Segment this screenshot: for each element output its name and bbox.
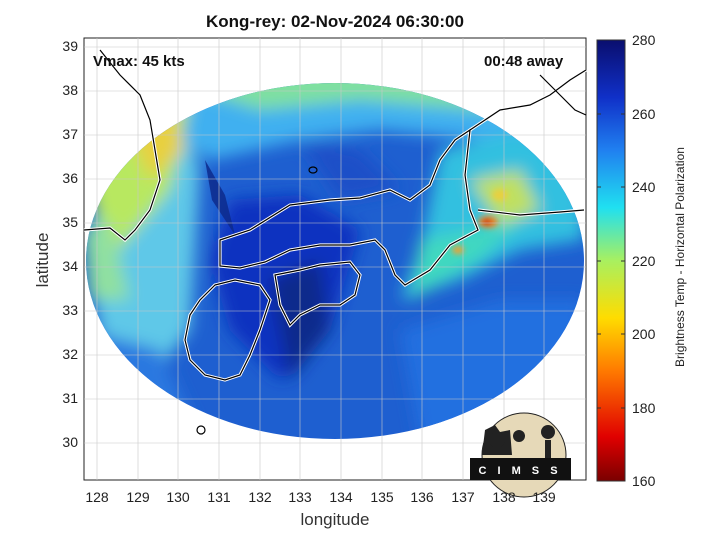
colorbar-tick-label: 240 — [632, 179, 656, 195]
y-tick-label: 39 — [62, 38, 78, 54]
y-tick-label: 34 — [62, 258, 78, 274]
y-tick-label: 38 — [62, 82, 78, 98]
x-tick-label: 135 — [370, 489, 394, 505]
y-tick-label: 37 — [62, 126, 78, 142]
x-axis-label: longitude — [300, 510, 370, 529]
x-tick-label: 137 — [451, 489, 475, 505]
y-tick-label: 36 — [62, 170, 78, 186]
colorbar-tick-label: 200 — [632, 326, 656, 342]
x-tick-label: 134 — [329, 489, 353, 505]
colorbar-tick-label: 180 — [632, 400, 656, 416]
colorbar-label: Brightness Temp - Horizontal Polarizatio… — [673, 147, 687, 367]
y-tick-label: 32 — [62, 346, 78, 362]
y-tick-label: 35 — [62, 214, 78, 230]
coastlines — [83, 49, 587, 435]
colorbar-tick-label: 160 — [632, 473, 656, 489]
y-tick-label: 30 — [62, 434, 78, 450]
vmax-label: Vmax: 45 kts — [93, 53, 185, 70]
colorbar-tick-label: 220 — [632, 253, 656, 269]
y-tick-label: 33 — [62, 302, 78, 318]
colorbar — [596, 39, 626, 482]
x-tick-label: 138 — [492, 489, 516, 505]
x-tick-label: 133 — [288, 489, 312, 505]
colorbar-tick-label: 280 — [632, 32, 656, 48]
x-tick-label: 129 — [126, 489, 150, 505]
cimss-logo: C I M S S — [470, 412, 571, 498]
x-tick-label: 130 — [166, 489, 190, 505]
colorbar-tick-label: 260 — [632, 106, 656, 122]
y-axis-label: latitude — [33, 232, 52, 288]
svg-text:C I M S S: C I M S S — [478, 465, 561, 477]
y-tick-label: 31 — [62, 390, 78, 406]
x-tick-label: 132 — [248, 489, 272, 505]
map-title: Kong-rey: 02-Nov-2024 06:30:00 — [206, 12, 464, 31]
time-away-label: 00:48 away — [484, 53, 564, 70]
x-tick-label: 136 — [410, 489, 434, 505]
x-tick-label: 139 — [532, 489, 556, 505]
x-tick-label: 128 — [85, 489, 109, 505]
x-tick-label: 131 — [207, 489, 231, 505]
